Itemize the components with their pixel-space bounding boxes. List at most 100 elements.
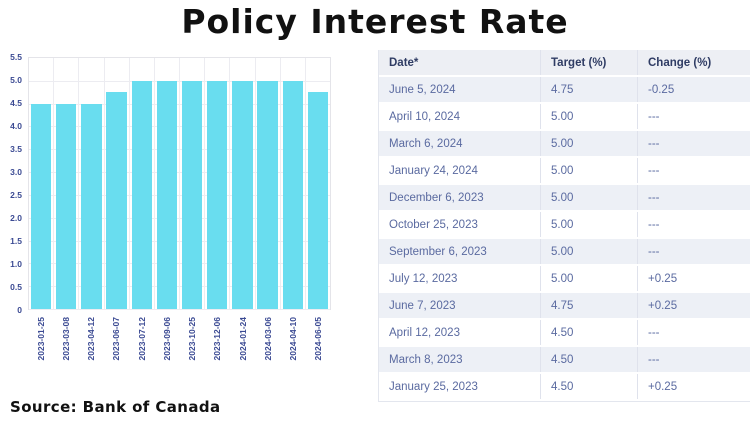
bar-slot (230, 58, 256, 309)
x-axis-tick-cell: 2024-06-05 (306, 314, 331, 380)
date-cell: December 6, 2023 (389, 191, 484, 204)
bar (156, 80, 178, 309)
bar (232, 80, 253, 309)
y-axis-tick-label: 4.5 (10, 98, 22, 108)
y-axis-tick-label: 0 (17, 305, 22, 315)
bar (30, 103, 52, 309)
table-row: July 12, 2023 5.00 +0.25 (379, 266, 750, 293)
bar (181, 80, 203, 309)
target-cell: 4.75 (540, 77, 637, 102)
bar-slot (281, 58, 306, 309)
y-axis-labels: 5.5 5.0 4.5 4.0 3.5 3.0 2.5 2.0 1.5 1.0 0.5 0 (0, 52, 24, 382)
x-axis-tick-cell: 2023-03-08 (53, 314, 78, 380)
y-axis-tick-label: 4.0 (10, 121, 22, 131)
table-row: January 24, 2024 5.00 --- (379, 158, 750, 185)
change-cell: --- (637, 212, 750, 237)
table-row: June 7, 2023 4.75 +0.25 (379, 293, 750, 320)
change-cell: --- (637, 185, 750, 210)
bar (56, 103, 77, 309)
date-cell: July 12, 2023 (389, 272, 458, 285)
table-header-row: Date* Target (%) Change (%) (379, 50, 750, 77)
bar-slot (180, 58, 206, 309)
x-axis-tick-cell: 2024-04-10 (281, 314, 306, 380)
table-row: March 6, 2024 5.00 --- (379, 131, 750, 158)
bar (207, 80, 228, 309)
x-axis-tick-cell: 2023-01-25 (28, 314, 53, 380)
bar-slot (256, 58, 281, 309)
bar-slot (155, 58, 181, 309)
bar-slot (130, 58, 155, 309)
y-axis-tick-label: 1.0 (10, 259, 22, 269)
change-cell: +0.25 (637, 374, 750, 399)
date-cell: January 25, 2023 (389, 380, 478, 393)
x-axis-tick-label: 2024-04-10 (288, 317, 299, 361)
y-axis-tick-label: 1.5 (10, 236, 22, 246)
y-axis-tick-label: 3.0 (10, 167, 22, 177)
target-cell: 5.00 (540, 212, 637, 237)
change-cell: --- (637, 104, 750, 129)
y-axis-tick-label: 2.0 (10, 213, 22, 223)
x-axis-tick-label: 2023-12-06 (212, 317, 223, 361)
x-axis-tick-label: 2024-06-05 (313, 317, 324, 361)
date-cell: January 24, 2024 (389, 164, 478, 177)
date-cell: April 12, 2023 (389, 326, 460, 339)
x-axis-tick-label: 2023-04-12 (86, 317, 97, 361)
x-axis-labels: 2023-01-25 2023-03-08 2023-04-12 2023-06-07… (28, 314, 331, 380)
table-row: October 25, 2023 5.00 --- (379, 212, 750, 239)
x-axis-tick-cell: 2023-09-06 (154, 314, 179, 380)
x-axis-tick-cell: 2023-04-12 (79, 314, 104, 380)
change-cell: +0.25 (637, 266, 750, 291)
table-row: September 6, 2023 5.00 --- (379, 239, 750, 266)
source-text: Source: Bank of Canada (10, 398, 221, 416)
target-cell: 4.75 (540, 293, 637, 318)
bar-slot (29, 58, 55, 309)
x-axis-tick-cell: 2023-10-25 (180, 314, 205, 380)
policy-rate-bar-chart: 5.5 5.0 4.5 4.0 3.5 3.0 2.5 2.0 1.5 1.0 0.5 0 2023-… (0, 52, 352, 382)
target-cell: 5.00 (540, 158, 637, 183)
change-cell: -0.25 (637, 77, 750, 102)
bar-slot (79, 58, 105, 309)
table-header-cell: Date* (389, 56, 419, 69)
y-axis-tick-label: 0.5 (10, 282, 22, 292)
page-title: Policy Interest Rate (181, 2, 569, 41)
bar-slots (29, 58, 330, 309)
x-axis-tick-cell: 2023-07-12 (129, 314, 154, 380)
x-axis-tick-label: 2023-09-06 (161, 317, 172, 361)
change-cell: +0.25 (637, 293, 750, 318)
x-axis-tick-label: 2023-10-25 (187, 317, 198, 361)
x-axis-tick-label: 2023-01-25 (35, 317, 46, 361)
table-row: March 8, 2023 4.50 --- (379, 347, 750, 374)
bar-slot (105, 58, 130, 309)
table-row: April 10, 2024 5.00 --- (379, 104, 750, 131)
date-cell: March 8, 2023 (389, 353, 463, 366)
x-axis-tick-label: 2024-01-24 (237, 317, 248, 361)
date-cell: June 7, 2023 (389, 299, 456, 312)
bar-slot (306, 58, 330, 309)
date-cell: June 5, 2024 (389, 83, 456, 96)
date-cell: October 25, 2023 (389, 218, 478, 231)
change-cell: --- (637, 239, 750, 264)
date-cell: April 10, 2024 (389, 110, 460, 123)
change-cell: --- (637, 158, 750, 183)
change-cell: --- (637, 131, 750, 156)
date-cell: March 6, 2024 (389, 137, 463, 150)
bar (106, 92, 127, 309)
x-axis-tick-label: 2024-03-06 (262, 317, 273, 361)
y-axis-tick-label: 5.5 (10, 52, 22, 62)
y-axis-tick-label: 5.0 (10, 75, 22, 85)
target-cell: 4.50 (540, 374, 637, 399)
bar (131, 80, 152, 309)
x-axis-tick-cell: 2023-06-07 (104, 314, 129, 380)
target-cell: 5.00 (540, 239, 637, 264)
table-row: April 12, 2023 4.50 --- (379, 320, 750, 347)
horizontal-gridline (29, 309, 330, 310)
target-cell: 4.50 (540, 320, 637, 345)
bar (257, 80, 278, 309)
y-axis-tick-label: 2.5 (10, 190, 22, 200)
bar (81, 103, 102, 309)
target-cell: 4.50 (540, 347, 637, 372)
bar (282, 80, 303, 309)
rate-table: Date* Target (%) Change (%) June 5, 2024 4.7… (378, 50, 750, 402)
y-axis-tick-label: 3.5 (10, 144, 22, 154)
x-axis-tick-label: 2023-06-07 (111, 317, 122, 361)
